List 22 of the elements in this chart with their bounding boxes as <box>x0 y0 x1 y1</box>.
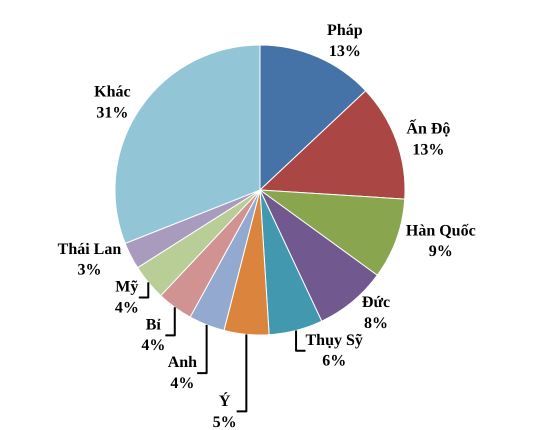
slice-label: Mỹ <box>115 278 138 296</box>
slice-label: Thái Lan <box>58 240 122 258</box>
data-label: 13% <box>412 142 444 158</box>
slice-label: Khác <box>94 84 131 101</box>
data-label: 3% <box>77 262 102 279</box>
data-label: 5% <box>212 414 237 430</box>
data-label: 13% <box>328 42 361 60</box>
slice-label: Anh <box>168 354 198 372</box>
slice-label: Thụy Sỹ <box>306 332 363 349</box>
slice-label: Pháp <box>327 22 363 40</box>
slice-label: Ấn Độ <box>406 118 450 138</box>
data-label: 6% <box>322 352 346 370</box>
data-label: 4% <box>170 375 194 392</box>
slice-label: Bỉ <box>146 316 162 334</box>
data-label: 4% <box>141 337 166 354</box>
slice-label: Ý <box>218 392 231 410</box>
data-label: 4% <box>114 299 139 316</box>
data-label: 31% <box>96 104 128 122</box>
data-label: 8% <box>364 314 388 332</box>
data-label: 9% <box>428 243 453 260</box>
slice-label: Đức <box>362 294 390 312</box>
slice-label: Hàn Quốc <box>406 222 476 240</box>
